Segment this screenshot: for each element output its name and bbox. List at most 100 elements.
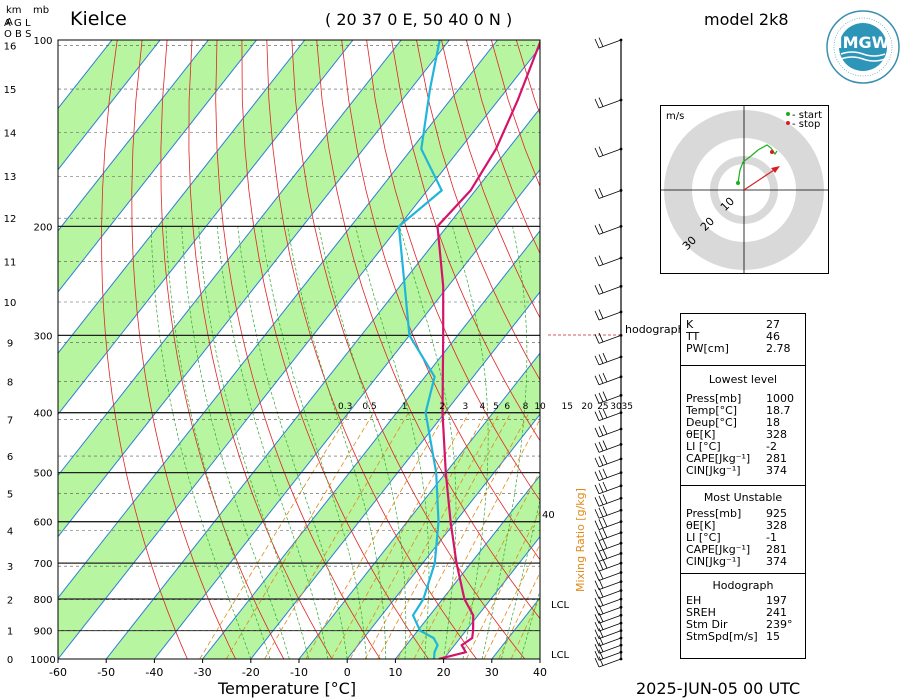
mb-label: mb [33,5,50,16]
mixing-ratio-label: 6 [504,402,510,412]
lowest-level-panel: Lowest level Press[mb] 1000 Temp[°C] 18.7 De… [680,365,806,487]
wind-barb-feather [598,392,604,403]
index-name: LI [°C] [686,531,721,544]
wind-barb-feather [602,506,608,516]
wind-barb [598,99,622,109]
dry-adiabat-line [215,40,381,659]
x-tick-label: 10 [388,666,402,679]
wind-barb-feather [594,225,600,235]
isotherm-line [250,291,540,659]
index-name: LI [°C] [686,440,721,453]
dry-adiabat-line [416,40,540,381]
wind-barb-feather [598,283,604,294]
index-row: CAPE[Jkg⁻¹] 281 [686,453,801,465]
isotherm-line [58,40,354,416]
wind-barb [598,644,622,654]
mixing-ratio-label: 15 [562,402,573,412]
hodograph-start-point [736,181,740,185]
index-row: EH 197 [686,595,801,607]
dry-adiabat-line [266,40,478,659]
index-value: 241 [766,606,787,619]
index-value: 328 [766,428,787,441]
wind-barb [598,581,622,591]
index-row: CAPE[Jkg⁻¹] 281 [686,544,801,556]
x-tick-label: -10 [290,666,308,679]
index-name: Press[mb] [686,392,742,405]
wind-barb-feather [598,612,604,623]
wind-barb-feather [598,456,604,466]
wind-barb [598,311,622,321]
wind-barb-feather [598,374,604,384]
wind-barb [598,630,622,640]
index-name: θE[K] [686,519,716,532]
hodograph-legend-start: - start [792,110,822,121]
wind-barb [598,428,622,438]
index-row: TT 46 [686,331,801,343]
pressure-tick-label: 600 [33,518,52,529]
wind-barb [598,562,622,572]
wind-barb-feather [598,519,604,529]
moist-adiabat-line [452,226,489,659]
dry-adiabat-line [188,40,333,659]
wind-barb-feather [594,561,600,572]
wind-barb-feather [594,443,600,453]
wind-barb-feather [594,509,600,519]
logo-text: IMGW [837,33,890,52]
index-value: 374 [766,464,787,477]
km-tick-label: 10 [4,298,17,309]
pressure-tick-label: 900 [33,627,52,638]
wind-barb [598,658,622,668]
storm-motion-vector [743,167,778,191]
mixing-ratio-label: 10 [534,402,546,412]
wind-barb [598,622,622,632]
wind-barb-feather [594,629,600,639]
wind-barb-feather [594,411,600,421]
index-value: 281 [766,452,787,465]
wind-barb-feather [594,497,600,507]
wind-barb-feather [598,255,604,265]
wind-barb-feather [602,372,608,383]
pressure-tick-label: 800 [33,595,52,606]
station-title: Kielce [70,8,127,30]
wind-barb-feather [594,334,600,344]
index-name: PW[cm] [686,342,729,355]
hodograph-indices-title: Hodograph [712,579,774,592]
wind-barb [598,497,622,507]
wind-barb [598,39,622,49]
wind-barb-feather [602,408,608,419]
index-value: 239° [766,618,793,631]
km-tick-label: 8 [7,377,13,388]
hodograph-legend-stop: - stop [792,119,820,130]
x-tick-label: 20 [437,666,451,679]
wind-barb-feather [598,628,604,638]
dry-adiabat-line [291,40,526,659]
wind-barb [598,509,622,519]
isotherm-line [154,168,540,659]
index-value: 374 [766,555,787,568]
km-tick-label: 5 [7,489,13,500]
dry-adiabat-line [316,40,540,620]
wind-barb-feather [598,560,604,570]
index-name: Deup[°C] [686,416,737,429]
index-row: Stm Dir 239° [686,619,801,631]
wind-barb-feather [594,38,600,49]
wind-barb-feather [598,97,604,107]
wind-barb [598,356,622,366]
dry-adiabat-line [241,40,429,659]
index-row: PW[cm] 2.78 [686,343,801,355]
km-tick-label: 3 [7,562,13,573]
isotherm-line [395,474,540,659]
wind-barb-feather [598,569,604,580]
index-value: -2 [766,440,777,453]
wind-barb-feather [594,285,600,295]
x-tick-label: 40 [533,666,547,679]
dry-adiabat-line [366,40,540,502]
index-row: θE[K] 328 [686,520,801,532]
index-name: Stm Dir [686,618,728,631]
mixing-ratio-label: 3 [462,402,468,412]
x-tick-label: 30 [485,666,499,679]
isotherm-line [58,40,306,354]
km-tick-label: 16 [4,41,17,52]
index-row: K 27 [686,319,801,331]
pressure-tick-label: 500 [33,469,52,480]
